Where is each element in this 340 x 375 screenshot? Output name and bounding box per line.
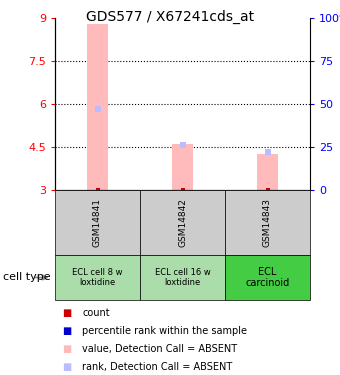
Text: rank, Detection Call = ABSENT: rank, Detection Call = ABSENT [82,362,233,372]
Bar [87,24,108,190]
Text: GSM14843: GSM14843 [263,198,272,247]
Text: ■: ■ [62,308,71,318]
Text: ECL cell 8 w
loxtidine: ECL cell 8 w loxtidine [72,268,123,287]
Text: ■: ■ [62,362,71,372]
Text: count: count [82,308,110,318]
Text: ■: ■ [62,326,71,336]
Text: GDS577 / X67241cds_at: GDS577 / X67241cds_at [86,9,254,24]
Text: ■: ■ [62,344,71,354]
Bar [172,144,193,190]
Text: ECL cell 16 w
loxtidine: ECL cell 16 w loxtidine [155,268,210,287]
Bar [257,154,278,190]
Text: value, Detection Call = ABSENT: value, Detection Call = ABSENT [82,344,237,354]
Text: ECL
carcinoid: ECL carcinoid [245,267,290,288]
Text: cell type: cell type [3,273,51,282]
Text: GSM14841: GSM14841 [93,198,102,247]
Text: percentile rank within the sample: percentile rank within the sample [82,326,247,336]
Text: GSM14842: GSM14842 [178,198,187,247]
